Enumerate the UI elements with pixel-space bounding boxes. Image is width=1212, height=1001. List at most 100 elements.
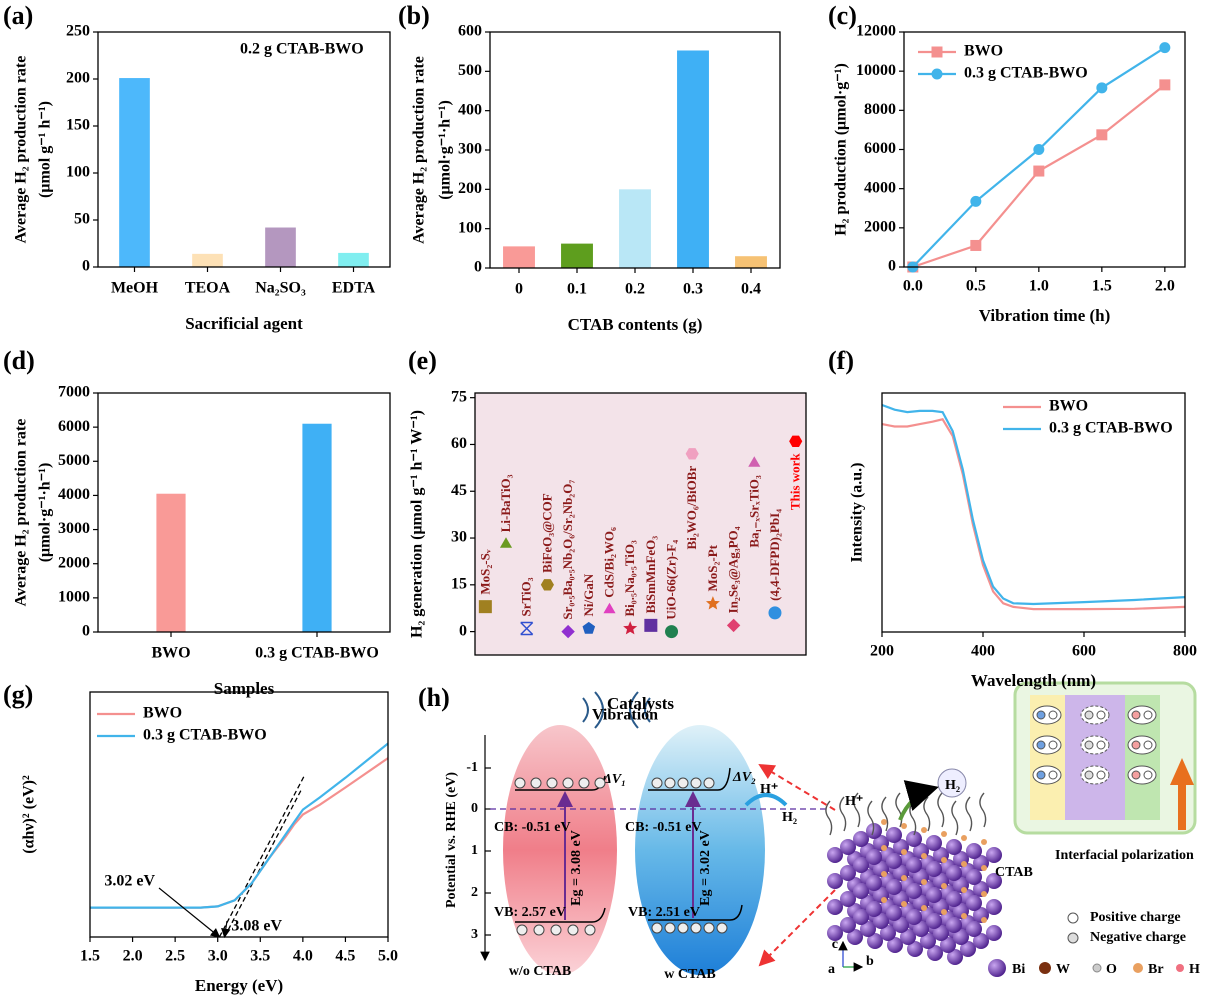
marker	[1033, 144, 1045, 155]
x-tick-label: 3.0	[208, 948, 228, 965]
point-label: UiO-66(Zr)-F₄	[664, 540, 679, 620]
marker	[1033, 165, 1045, 177]
atom	[886, 879, 902, 895]
atom	[920, 933, 936, 949]
atom	[827, 847, 843, 863]
atom-icon	[1133, 963, 1143, 973]
x-tick-label: BWO	[151, 645, 190, 662]
point-label: BiFeO₃@COF	[539, 493, 554, 573]
atom	[986, 899, 1002, 915]
marker	[970, 239, 982, 251]
potential-ticks	[485, 767, 491, 936]
annotation: 3.08 eV	[231, 918, 282, 935]
carrier	[716, 922, 728, 934]
charge	[1036, 740, 1046, 750]
point-label: MoS₂-Sᵥ	[477, 549, 492, 594]
ctab-chain	[839, 796, 847, 832]
potential-tick-label: -1	[466, 760, 478, 775]
atom	[881, 845, 887, 851]
marker	[582, 621, 596, 634]
legend-text: 0.3 g CTAB-BWO	[1049, 420, 1173, 437]
gap-label: Eg = 3.02 eV	[698, 830, 713, 906]
x-axis-label: Samples	[214, 679, 275, 698]
charge	[1131, 710, 1141, 720]
x-axis-label: Wavelength (nm)	[971, 671, 1096, 690]
x-tick-label: 1.5	[1092, 278, 1112, 295]
bar	[156, 493, 186, 632]
x-tick-label: 0	[515, 281, 523, 298]
x-tick-label: 4.0	[293, 948, 313, 965]
point-label: SrTiO₃	[519, 577, 534, 616]
charge	[1143, 710, 1153, 720]
carrier	[703, 922, 715, 934]
positive-icon	[1067, 912, 1079, 924]
atom	[901, 901, 907, 907]
cb-label: CB: -0.51 eV	[625, 820, 702, 835]
point-label: Li-BaTiO₃	[498, 474, 513, 532]
atom	[853, 909, 869, 925]
y-tick-label: 150	[66, 117, 90, 134]
atom	[926, 887, 942, 903]
x-tick-label: 2.0	[1155, 278, 1175, 295]
marker	[499, 537, 513, 548]
marker	[685, 448, 699, 460]
atom	[827, 899, 843, 915]
atom-label: W	[1056, 962, 1070, 977]
legend-text: BWO	[964, 43, 1003, 60]
potential-tick-label: 2	[471, 885, 478, 900]
annotation-arrow	[158, 887, 221, 938]
bar	[265, 227, 296, 267]
charge	[1036, 770, 1046, 780]
atom	[866, 875, 882, 891]
atom	[947, 949, 963, 965]
marker	[931, 46, 943, 58]
dipole	[1080, 705, 1110, 725]
atom	[961, 861, 967, 867]
legend-text: 0.3 g CTAB-BWO	[964, 65, 1088, 82]
x-tick-label: 4.5	[335, 948, 355, 965]
y-tick-label: 0	[888, 258, 896, 275]
atom	[966, 921, 982, 937]
atom	[827, 873, 843, 889]
atom-icon	[1176, 964, 1184, 972]
bar	[619, 189, 651, 268]
atom	[906, 857, 922, 873]
x-tick-label: 600	[1072, 643, 1096, 660]
series-line	[90, 742, 389, 909]
x-tick-label: 1.0	[1029, 278, 1049, 295]
atom	[893, 917, 909, 933]
vb-line	[515, 907, 606, 923]
dipole	[1032, 705, 1062, 725]
atom	[853, 857, 869, 873]
x-tick-label: 0.3 g CTAB-BWO	[255, 645, 379, 662]
atom	[853, 831, 869, 847]
vb-line	[648, 904, 743, 921]
atom	[906, 909, 922, 925]
ctab-chain	[923, 796, 931, 832]
x-tick-label: 0.4	[741, 281, 761, 298]
atom	[906, 831, 922, 847]
y-axis-label: H₂ production (μmol·g⁻¹)	[833, 63, 850, 236]
y-tick-label: 200	[66, 70, 90, 87]
marker	[931, 68, 943, 80]
carrier	[651, 922, 663, 934]
plot-frame	[97, 31, 391, 268]
charge	[1048, 740, 1058, 750]
x-tick-label: 0.5	[966, 278, 986, 295]
y-tick-label: 50	[74, 211, 90, 228]
point-label: (4,4-DFPD)₂PbI₄	[767, 509, 782, 601]
gap-label: Eg = 3.08 eV	[569, 830, 584, 906]
carrier	[594, 777, 606, 789]
h2-label: H₂	[945, 778, 960, 793]
potential-tick-label: 1	[471, 843, 478, 858]
carrier	[546, 777, 558, 789]
atom	[881, 819, 887, 825]
atom	[840, 917, 856, 933]
y-tick-label: 1000	[58, 589, 90, 606]
marker	[1159, 79, 1171, 91]
charge	[1131, 740, 1141, 750]
carrier	[533, 924, 545, 936]
x-tick-label: 2.0	[123, 948, 143, 965]
y-tick-label: 500	[458, 62, 482, 79]
